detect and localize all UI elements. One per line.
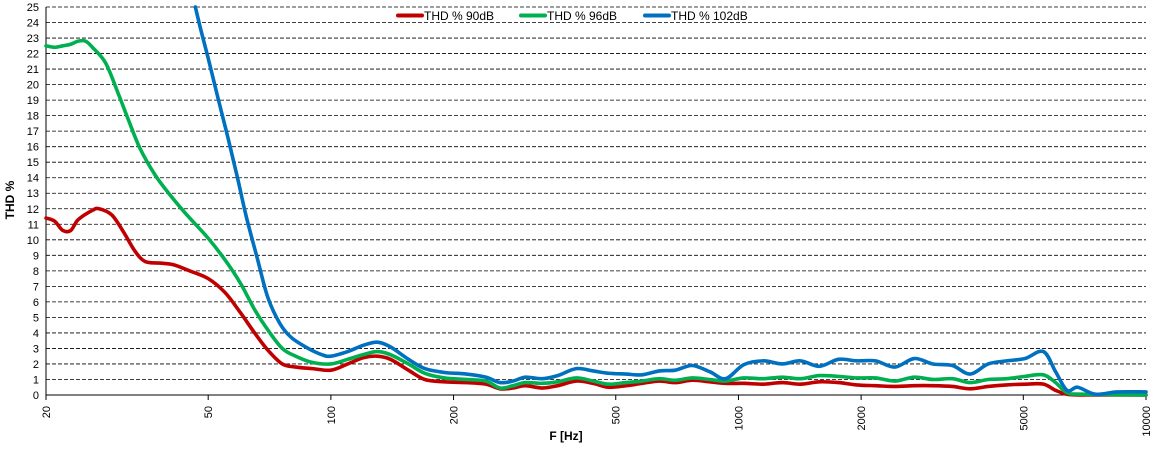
y-tick-label: 19: [27, 95, 39, 107]
x-tick-label: 20: [41, 406, 53, 418]
x-tick-label: 5000: [1018, 406, 1030, 430]
series-line-2: [193, 5, 1148, 397]
y-tick-label: 7: [33, 281, 39, 293]
y-tick-label: 5: [33, 312, 39, 324]
legend-label-0: THD % 90dB: [424, 9, 494, 23]
y-tick-label: 12: [27, 204, 39, 216]
x-tick-label: 10000: [1141, 406, 1153, 437]
y-tick-label: 24: [27, 18, 39, 30]
y-tick-label: 25: [27, 2, 39, 14]
y-tick-label: 17: [27, 126, 39, 138]
y-tick-label: 15: [27, 157, 39, 169]
x-axis-title: F [Hz]: [549, 429, 582, 443]
legend-label-1: THD % 96dB: [547, 9, 617, 23]
x-tick-label: 1000: [733, 406, 745, 430]
x-tick-label: 100: [326, 406, 338, 424]
series-layer: [44, 5, 1148, 397]
y-tick-label: 9: [33, 250, 39, 262]
x-tick-label: 200: [449, 406, 461, 424]
x-tick-label: 500: [611, 406, 623, 424]
legend: THD % 90dB THD % 96dB THD % 102dB: [396, 9, 748, 23]
y-tick-label: 14: [27, 173, 39, 185]
legend-label-2: THD % 102dB: [671, 9, 748, 23]
y-tick-label: 21: [27, 64, 39, 76]
y-tick-label: 22: [27, 49, 39, 61]
y-tick-label: 2: [33, 359, 39, 371]
x-tick-label: 50: [203, 406, 215, 418]
y-tick-label: 11: [28, 219, 39, 231]
y-tick-label: 6: [33, 297, 39, 309]
axes-layer: 0123456789101112131415161718192021222324…: [27, 2, 1153, 437]
y-tick-label: 4: [33, 328, 39, 340]
y-tick-label: 10: [27, 235, 39, 247]
y-tick-label: 18: [27, 111, 39, 123]
y-tick-label: 23: [27, 33, 39, 45]
series-line-0: [44, 206, 1148, 397]
y-tick-label: 13: [27, 188, 39, 200]
y-tick-label: 20: [27, 80, 39, 92]
series-line-1: [44, 38, 1148, 397]
y-tick-label: 16: [27, 142, 39, 154]
x-tick-label: 2000: [856, 406, 868, 430]
y-tick-label: 3: [33, 343, 39, 355]
y-axis-title: THD %: [3, 180, 17, 219]
y-tick-label: 8: [33, 266, 39, 278]
y-tick-label: 0: [33, 390, 39, 402]
y-tick-label: 1: [33, 374, 39, 386]
